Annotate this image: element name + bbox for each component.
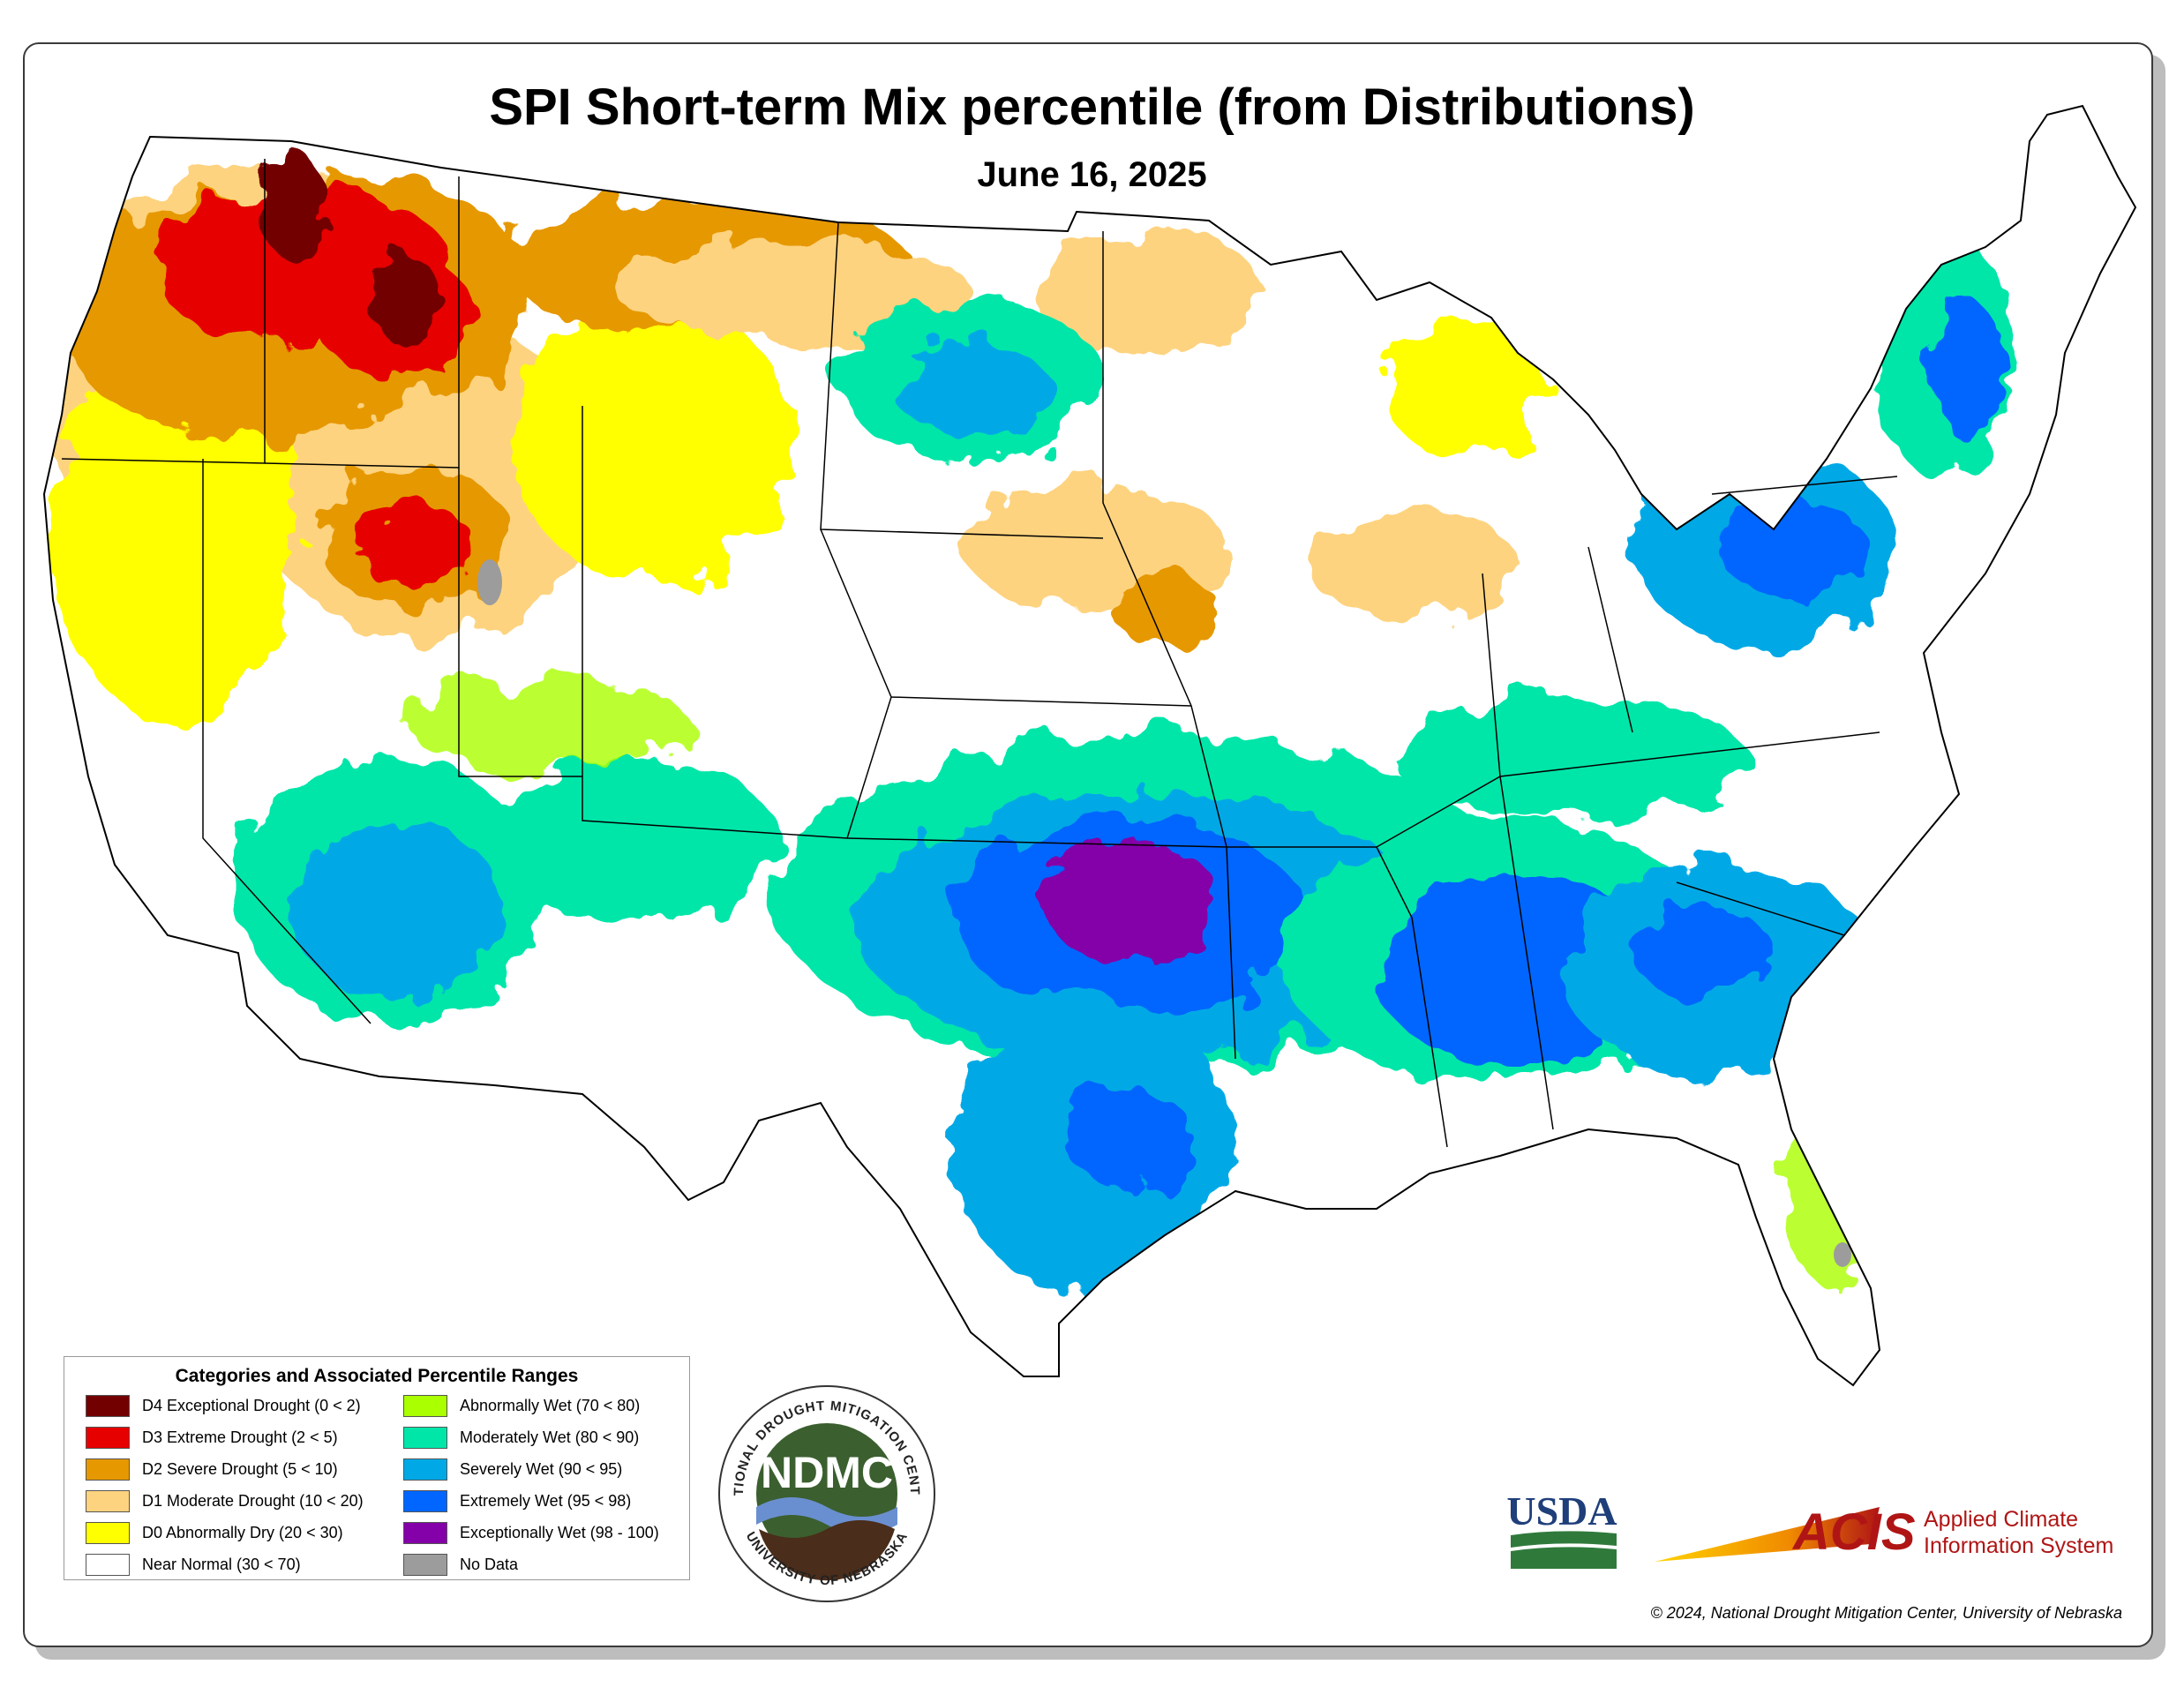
legend-label: D4 Exceptional Drought (0 < 2) (142, 1397, 361, 1414)
legend-label: Abnormally Wet (70 < 80) (460, 1397, 641, 1414)
acis-line2: Information System (1924, 1533, 2113, 1558)
legend-item-severely-wet: Severely Wet (90 < 95) (403, 1458, 622, 1481)
legend-item-no-data: No Data (403, 1553, 518, 1577)
legend-swatch (403, 1458, 447, 1481)
legend-item-d0: D0 Abnormally Dry (20 < 30) (86, 1521, 343, 1545)
legend-label: D2 Severe Drought (5 < 10) (142, 1460, 338, 1478)
legend-swatch (403, 1395, 447, 1417)
ndmc-center-text: NDMC (761, 1448, 893, 1497)
legend-label: Exceptionally Wet (98 - 100) (460, 1524, 659, 1541)
legend-title: Categories and Associated Percentile Ran… (175, 1366, 579, 1386)
acis-line1: Applied Climate (1924, 1507, 2078, 1532)
acis-logo: ACIS Applied Climate Information System (1655, 1503, 2113, 1562)
legend-label: Severely Wet (90 < 95) (460, 1460, 623, 1478)
legend-item-d3: D3 Extreme Drought (2 < 5) (86, 1426, 338, 1450)
legend-swatch (403, 1490, 447, 1512)
legend-swatch (86, 1554, 130, 1576)
us-map (43, 105, 2136, 1386)
legend-item-d1: D1 Moderate Drought (10 < 20) (86, 1489, 364, 1513)
usda-text: USDA (1507, 1488, 1617, 1533)
legend-item-near-normal: Near Normal (30 < 70) (86, 1553, 301, 1577)
ndmc-logo: NDMC NATIONAL DROUGHT MITIGATION CENTER … (717, 1383, 935, 1602)
legend-item-exceptionally-wet: Exceptionally Wet (98 - 100) (403, 1521, 659, 1545)
legend: Categories and Associated Percentile Ran… (64, 1356, 690, 1580)
legend-swatch (403, 1427, 447, 1449)
legend-item-extremely-wet: Extremely Wet (95 < 98) (403, 1489, 631, 1513)
legend-label: Moderately Wet (80 < 90) (460, 1428, 640, 1446)
acis-abbr: ACIS (1791, 1503, 1916, 1561)
map-date: June 16, 2025 (977, 155, 1207, 194)
legend-swatch (86, 1458, 130, 1481)
copyright: © 2024, National Drought Mitigation Cent… (1650, 1604, 2122, 1622)
legend-label: D3 Extreme Drought (2 < 5) (142, 1428, 338, 1446)
legend-swatch (403, 1554, 447, 1576)
legend-item-moderately-wet: Moderately Wet (80 < 90) (403, 1426, 639, 1450)
legend-swatch (86, 1490, 130, 1512)
legend-label: D1 Moderate Drought (10 < 20) (142, 1492, 364, 1510)
legend-item-d2: D2 Severe Drought (5 < 10) (86, 1458, 338, 1481)
legend-swatch (86, 1427, 130, 1449)
legend-label: Extremely Wet (95 < 98) (460, 1492, 632, 1510)
map-title: SPI Short-term Mix percentile (from Dist… (489, 79, 1695, 136)
legend-label: Near Normal (30 < 70) (142, 1556, 301, 1573)
legend-swatch (86, 1395, 130, 1417)
legend-swatch (403, 1522, 447, 1544)
legend-label: D0 Abnormally Dry (20 < 30) (142, 1524, 343, 1541)
legend-swatch (86, 1522, 130, 1544)
legend-item-d4: D4 Exceptional Drought (0 < 2) (86, 1394, 361, 1418)
legend-label: No Data (460, 1556, 519, 1573)
usda-logo: USDA (1507, 1488, 1617, 1569)
legend-item-abnormally-wet: Abnormally Wet (70 < 80) (403, 1394, 640, 1418)
